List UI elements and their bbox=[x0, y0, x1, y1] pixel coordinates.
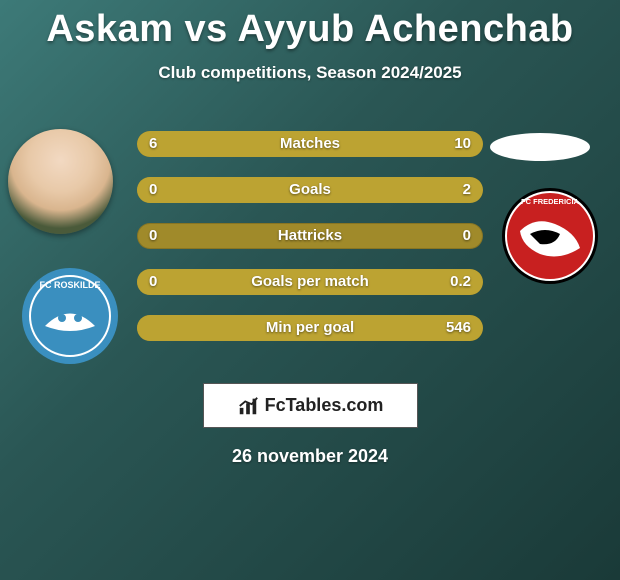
club-right-badge: FC FREDERICIA bbox=[500, 186, 600, 286]
svg-text:FC ROSKILDE: FC ROSKILDE bbox=[39, 280, 100, 290]
stat-row: Min per goal546 bbox=[137, 315, 483, 341]
stat-label: Goals per match bbox=[137, 269, 483, 295]
stats-list: 6Matches100Goals20Hattricks00Goals per m… bbox=[137, 131, 483, 361]
stat-value-right: 0 bbox=[463, 223, 471, 249]
stat-row: 0Hattricks0 bbox=[137, 223, 483, 249]
stat-label: Min per goal bbox=[137, 315, 483, 341]
stat-value-right: 0.2 bbox=[450, 269, 471, 295]
stat-value-right: 546 bbox=[446, 315, 471, 341]
svg-text:FC FREDERICIA: FC FREDERICIA bbox=[521, 197, 580, 206]
chart-icon bbox=[237, 395, 259, 417]
player-right-photo bbox=[490, 133, 590, 161]
brand-box[interactable]: FcTables.com bbox=[203, 383, 418, 428]
subtitle: Club competitions, Season 2024/2025 bbox=[0, 63, 620, 83]
club-left-badge: FC ROSKILDE bbox=[20, 266, 120, 366]
stat-label: Hattricks bbox=[137, 223, 483, 249]
stat-row: 0Goals per match0.2 bbox=[137, 269, 483, 295]
comparison-panel: FC ROSKILDE FC FREDERICIA 6Matches100Goa… bbox=[0, 111, 620, 371]
player-left-photo bbox=[8, 129, 113, 234]
stat-row: 0Goals2 bbox=[137, 177, 483, 203]
stat-label: Goals bbox=[137, 177, 483, 203]
brand-label: FcTables.com bbox=[265, 395, 384, 416]
stat-value-right: 10 bbox=[454, 131, 471, 157]
stat-row: 6Matches10 bbox=[137, 131, 483, 157]
page-title: Askam vs Ayyub Achenchab bbox=[0, 0, 620, 51]
stat-value-right: 2 bbox=[463, 177, 471, 203]
stat-label: Matches bbox=[137, 131, 483, 157]
date-label: 26 november 2024 bbox=[0, 446, 620, 467]
